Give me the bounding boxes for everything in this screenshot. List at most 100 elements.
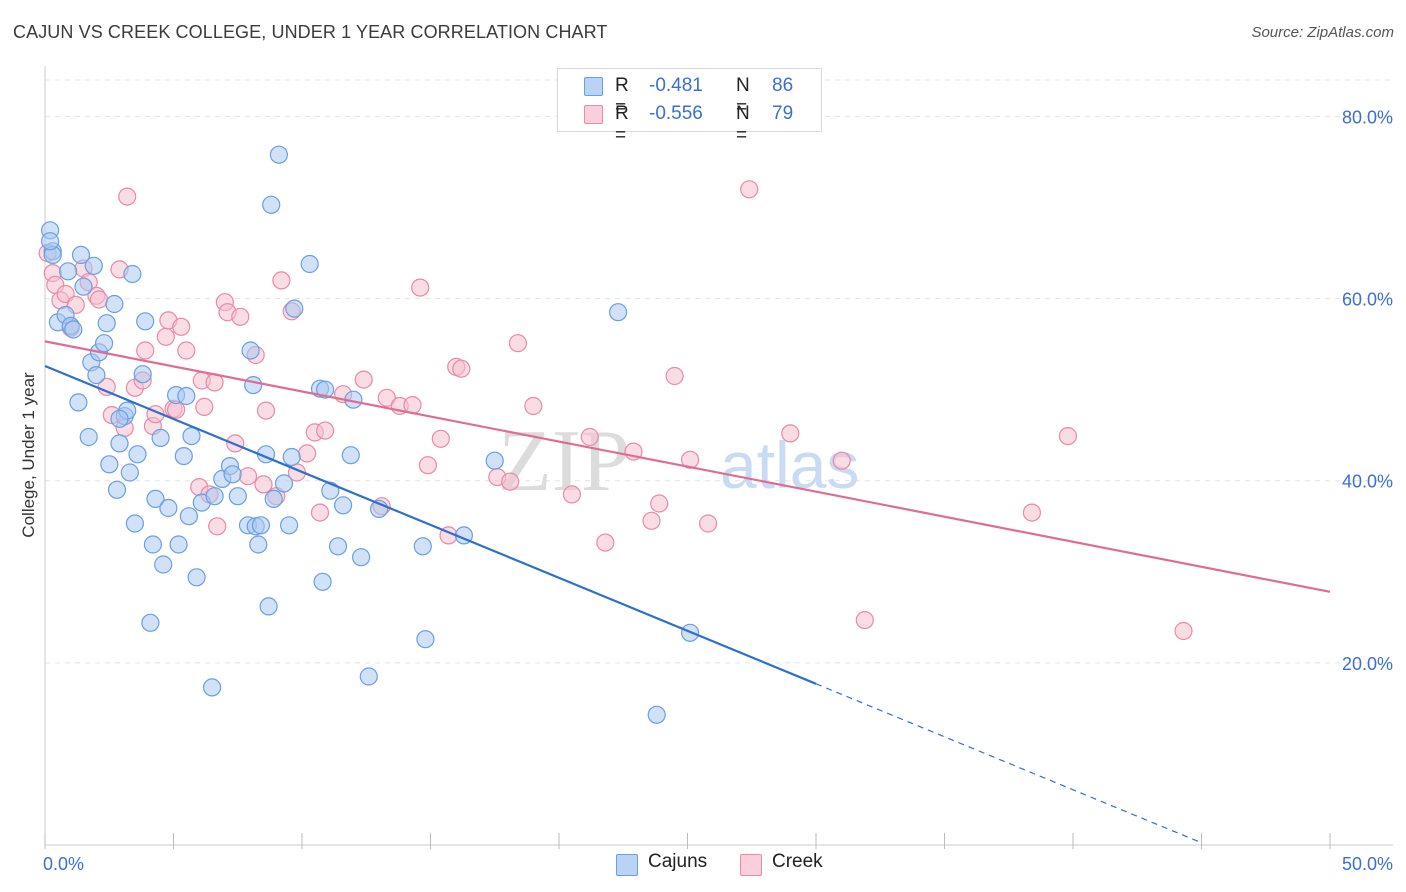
cajun-point bbox=[123, 264, 142, 284]
creek-point bbox=[89, 290, 109, 309]
x-min-label: 0.0% bbox=[43, 854, 84, 874]
gridlines bbox=[45, 79, 1393, 664]
creek-point bbox=[418, 456, 437, 475]
cajun-point bbox=[334, 496, 353, 515]
cajun-point bbox=[143, 535, 162, 554]
creek-point bbox=[1174, 621, 1193, 641]
cajun-point bbox=[94, 334, 114, 353]
n-label: N = bbox=[736, 75, 750, 118]
cajun-point bbox=[352, 548, 371, 567]
cajun-point bbox=[359, 667, 378, 686]
cajun-point bbox=[87, 366, 106, 385]
creek-point bbox=[832, 451, 851, 470]
creek-swatch bbox=[584, 105, 603, 124]
y-tick-label: 20.0% bbox=[1342, 654, 1393, 674]
cajun-point bbox=[128, 445, 147, 464]
cajun-point bbox=[84, 256, 103, 275]
creek-point bbox=[136, 341, 155, 360]
cajun-point bbox=[79, 427, 98, 447]
cajun-point bbox=[274, 474, 294, 493]
cajun-point bbox=[151, 428, 170, 447]
creek-point bbox=[1022, 503, 1042, 522]
cajun-point bbox=[228, 487, 247, 506]
cajun-point bbox=[316, 380, 335, 399]
creek-point bbox=[177, 341, 196, 360]
cajuns-trend-line bbox=[44, 364, 817, 685]
creek-legend-swatch bbox=[740, 854, 762, 876]
y-tick-label: 60.0% bbox=[1342, 290, 1393, 310]
creek-point bbox=[256, 401, 276, 420]
cajun-point bbox=[251, 516, 270, 535]
y-axis-title: College, Under 1 year bbox=[19, 372, 38, 538]
cajun-point bbox=[285, 299, 304, 318]
cajun-point bbox=[182, 427, 201, 446]
cajun-point bbox=[105, 294, 124, 314]
creek-point bbox=[596, 533, 615, 552]
axes bbox=[44, 66, 1393, 846]
creek-point bbox=[508, 334, 528, 353]
cajun-point bbox=[177, 386, 196, 406]
creek-point bbox=[298, 444, 317, 463]
creek-point bbox=[431, 429, 450, 448]
cajun-point bbox=[223, 465, 242, 484]
cajun-point bbox=[269, 145, 288, 164]
cajun-point bbox=[159, 498, 178, 518]
cajun-point bbox=[244, 376, 263, 395]
y-tick-label: 40.0% bbox=[1342, 472, 1393, 492]
y-tick-label: 80.0% bbox=[1342, 107, 1393, 127]
cajun-point bbox=[179, 507, 198, 526]
r-label: R = bbox=[615, 103, 629, 146]
creek-point bbox=[118, 187, 137, 206]
creek-point bbox=[172, 317, 191, 336]
cajun-point bbox=[485, 451, 504, 470]
creek-point bbox=[642, 511, 661, 530]
cajuns-trend-extension bbox=[815, 683, 1202, 844]
y-tick-labels: 20.0% 40.0% 60.0% 80.0% bbox=[1342, 107, 1393, 673]
watermark: ZIP atlas bbox=[498, 413, 859, 510]
cajun-point bbox=[100, 455, 119, 474]
cajun-point bbox=[264, 489, 283, 508]
creek-point bbox=[195, 397, 214, 416]
cajun-point bbox=[262, 195, 281, 214]
cajun-point bbox=[133, 365, 152, 384]
creek-point bbox=[238, 467, 258, 486]
creek-point bbox=[316, 421, 335, 440]
creek-point bbox=[231, 307, 250, 326]
cajun-point bbox=[341, 446, 360, 465]
creek-point bbox=[501, 472, 520, 491]
cajun-point bbox=[64, 320, 83, 339]
cajun-point bbox=[169, 535, 188, 554]
cajun-points bbox=[40, 145, 700, 724]
cajun-point bbox=[136, 312, 155, 331]
stats-legend: R = -0.481 N = 86 R = -0.556 N = 79 bbox=[557, 68, 822, 146]
cajuns-swatch bbox=[584, 77, 603, 96]
chart-title: CAJUN VS CREEK COLLEGE, UNDER 1 YEAR COR… bbox=[13, 22, 608, 42]
cajun-point bbox=[97, 314, 116, 333]
creek-point bbox=[156, 327, 175, 346]
cajun-point bbox=[125, 514, 144, 533]
creek-point bbox=[310, 503, 330, 522]
cajun-point bbox=[74, 277, 93, 296]
cajun-point bbox=[107, 480, 127, 499]
n-value: 86 bbox=[772, 75, 794, 96]
r-label: R = bbox=[615, 75, 629, 118]
creek-point bbox=[740, 180, 759, 199]
creek-point bbox=[254, 475, 273, 494]
creek-point bbox=[781, 424, 800, 443]
chart-source: Source: ZipAtlas.com bbox=[1251, 24, 1394, 41]
cajun-point bbox=[249, 535, 268, 554]
cajun-point bbox=[313, 572, 332, 591]
r-value: -0.481 bbox=[649, 75, 703, 96]
cajun-point bbox=[69, 393, 88, 412]
cajun-point bbox=[187, 568, 206, 587]
creek-points bbox=[38, 180, 1193, 641]
n-value: 79 bbox=[772, 103, 794, 124]
cajun-point bbox=[280, 516, 299, 535]
cajun-point bbox=[328, 537, 348, 556]
cajun-point bbox=[241, 341, 260, 360]
cajun-point bbox=[58, 262, 78, 281]
cajun-point bbox=[141, 613, 160, 632]
cajun-point bbox=[71, 245, 91, 264]
creek-trend-line bbox=[44, 340, 1331, 593]
cajun-point bbox=[40, 232, 60, 251]
